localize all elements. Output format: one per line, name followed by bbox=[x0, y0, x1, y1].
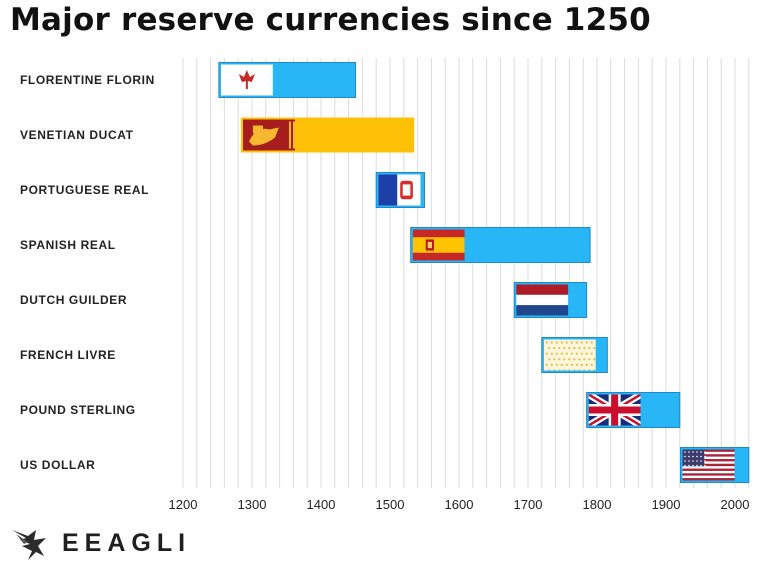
us-flag-icon bbox=[682, 449, 735, 481]
bar-7 bbox=[586, 392, 681, 428]
x-tick-label: 1200 bbox=[169, 497, 198, 512]
x-tick-label: 1700 bbox=[514, 497, 543, 512]
venice-flag-icon bbox=[242, 119, 295, 151]
category-label: FLORENTINE FLORIN bbox=[20, 73, 155, 87]
france-flag-icon bbox=[543, 339, 596, 371]
x-axis-ticks: 1200 1300 1400 1500 1600 1700 1800 1900 2000 bbox=[169, 497, 750, 512]
category-label: SPANISH REAL bbox=[20, 238, 116, 252]
category-label: POUND STERLING bbox=[20, 403, 136, 417]
category-labels: FLORENTINE FLORIN VENETIAN DUCAT PORTUGUES… bbox=[20, 73, 155, 472]
x-tick-label: 1900 bbox=[652, 497, 681, 512]
page-title: Major reserve currencies since 1250 bbox=[10, 2, 651, 38]
bar-2 bbox=[240, 117, 415, 153]
category-label: US DOLLAR bbox=[20, 458, 95, 472]
brand-logo: EEAGLI bbox=[10, 524, 191, 562]
category-label: FRENCH LIVRE bbox=[20, 348, 116, 362]
category-label: VENETIAN DUCAT bbox=[20, 128, 134, 142]
x-tick-label: 1400 bbox=[307, 497, 336, 512]
x-tick-label: 1300 bbox=[238, 497, 267, 512]
x-tick-label: 1600 bbox=[445, 497, 474, 512]
spain-flag-icon bbox=[412, 229, 465, 261]
bar-3 bbox=[375, 172, 426, 208]
brand-name: EEAGLI bbox=[62, 528, 192, 557]
bar-5 bbox=[513, 282, 588, 318]
uk-flag-icon bbox=[588, 394, 641, 426]
bar-6 bbox=[541, 337, 608, 373]
florence-flag-icon bbox=[220, 64, 273, 96]
chart-bars bbox=[218, 62, 750, 483]
eagle-logo-icon bbox=[12, 530, 46, 560]
category-label: PORTUGUESE REAL bbox=[20, 183, 149, 197]
portugal-flag-icon bbox=[378, 174, 421, 206]
bar-1 bbox=[218, 62, 356, 98]
bar-8 bbox=[679, 447, 750, 483]
x-tick-label: 1800 bbox=[583, 497, 612, 512]
netherlands-flag-icon bbox=[516, 284, 569, 316]
x-tick-label: 2000 bbox=[721, 497, 750, 512]
category-label: DUTCH GUILDER bbox=[20, 293, 127, 307]
x-tick-label: 1500 bbox=[376, 497, 405, 512]
bar-4 bbox=[410, 227, 591, 263]
